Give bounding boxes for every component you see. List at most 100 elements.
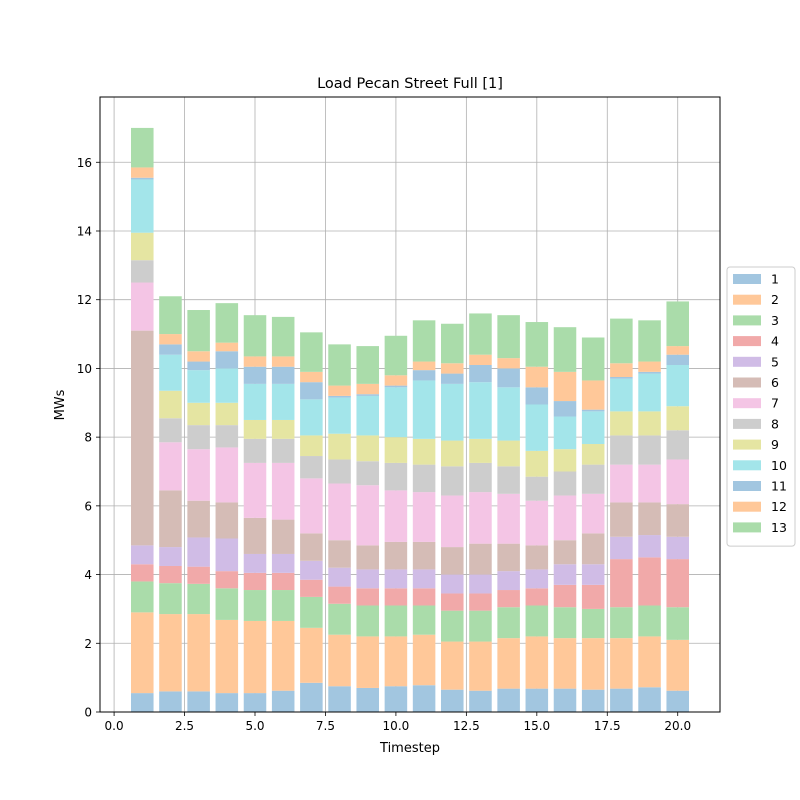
bar-series-5-t1 <box>131 545 154 565</box>
bar-series-13-t15 <box>525 322 549 367</box>
bar-series-9-t14 <box>497 440 520 467</box>
legend-label-5: 5 <box>771 354 779 369</box>
bar-series-7-t17 <box>581 493 605 534</box>
bar-series-11-t20 <box>666 354 689 365</box>
bar-series-6-t1 <box>131 330 154 546</box>
bar-series-11-t17 <box>581 409 605 412</box>
bar-series-2-t14 <box>497 638 520 689</box>
bar-series-5-t11 <box>412 569 436 589</box>
bar-series-5-t13 <box>469 574 492 594</box>
bar-series-4-t12 <box>441 593 464 611</box>
bar-series-4-t15 <box>525 588 549 606</box>
bar-series-1-t6 <box>271 690 295 712</box>
bar-series-12-t9 <box>356 383 379 395</box>
bar-stack-group <box>131 127 689 712</box>
bar-series-5-t19 <box>638 535 661 558</box>
bar-series-5-t3 <box>187 537 210 567</box>
bar-series-13-t11 <box>412 320 436 362</box>
bar-series-1-t4 <box>215 693 239 712</box>
bar-series-1-t7 <box>300 682 323 712</box>
bar-series-13-t6 <box>271 316 295 357</box>
bar-series-13-t12 <box>441 323 464 364</box>
bar-series-8-t7 <box>300 456 323 479</box>
y-axis-ticks: 0 2 4 6 8 10 12 14 16 <box>77 156 100 720</box>
bar-series-3-t9 <box>356 605 379 637</box>
bar-series-8-t20 <box>666 430 689 460</box>
y-tick-label: 8 <box>84 431 92 445</box>
bar-series-13-t10 <box>384 335 408 376</box>
bar-series-2-t17 <box>581 638 605 690</box>
bar-series-3-t12 <box>441 610 464 642</box>
bar-series-1-t13 <box>469 690 492 712</box>
bar-series-2-t8 <box>328 634 351 687</box>
bar-series-11-t7 <box>300 382 323 400</box>
bar-series-2-t18 <box>610 638 633 689</box>
bar-series-11-t6 <box>271 366 295 384</box>
y-tick-label: 2 <box>84 637 92 651</box>
bar-series-4-t19 <box>638 557 661 606</box>
bar-series-5-t8 <box>328 567 351 587</box>
bar-series-2-t19 <box>638 636 661 688</box>
bar-series-8-t11 <box>412 464 436 493</box>
bar-series-5-t16 <box>553 564 577 585</box>
bar-series-3-t10 <box>384 605 408 637</box>
bar-series-13-t4 <box>215 303 239 343</box>
bar-series-5-t5 <box>243 553 267 573</box>
bar-series-9-t11 <box>412 438 436 465</box>
bar-series-1-t8 <box>328 686 351 712</box>
bar-series-11-t2 <box>159 344 182 355</box>
bar-series-5-t2 <box>159 547 182 566</box>
bar-series-4-t16 <box>553 584 577 608</box>
y-tick-label: 4 <box>84 568 92 582</box>
x-tick-label: 10.0 <box>383 719 410 733</box>
y-axis-label: MWs <box>53 389 68 420</box>
bar-series-6-t17 <box>581 533 605 565</box>
bar-series-2-t3 <box>187 614 210 692</box>
legend-swatch-10 <box>733 460 761 471</box>
legend-swatch-13 <box>733 522 761 533</box>
bar-series-13-t16 <box>553 327 577 372</box>
bar-series-9-t6 <box>271 419 295 439</box>
legend-label-1: 1 <box>771 272 779 287</box>
bar-series-11-t9 <box>356 394 379 396</box>
bar-series-12-t11 <box>412 361 436 371</box>
legend-label-4: 4 <box>771 334 779 349</box>
bar-series-10-t11 <box>412 380 436 439</box>
x-tick-label: 12.5 <box>453 719 480 733</box>
bar-series-2-t9 <box>356 636 379 688</box>
bar-series-4-t5 <box>243 572 267 591</box>
bar-series-7-t5 <box>243 462 267 518</box>
bar-series-11-t12 <box>441 373 464 384</box>
bar-series-4-t6 <box>271 572 295 591</box>
bar-series-7-t20 <box>666 459 689 505</box>
bar-series-6-t20 <box>666 504 689 537</box>
x-axis-label: Timestep <box>379 741 440 756</box>
legend-label-6: 6 <box>771 375 779 390</box>
bar-series-5-t15 <box>525 569 549 589</box>
bar-series-10-t1 <box>131 179 154 233</box>
bar-series-3-t8 <box>328 603 351 635</box>
bar-series-11-t10 <box>384 385 408 388</box>
y-tick-label: 6 <box>84 499 92 513</box>
bar-series-7-t19 <box>638 464 661 503</box>
bar-series-10-t18 <box>610 378 633 412</box>
bar-series-4-t18 <box>610 559 633 608</box>
bar-series-2-t11 <box>412 634 436 686</box>
bar-series-4-t13 <box>469 593 492 611</box>
x-tick-label: 7.5 <box>316 719 335 733</box>
bar-series-9-t1 <box>131 232 154 261</box>
bar-series-12-t20 <box>666 346 689 355</box>
bar-series-12-t16 <box>553 371 577 402</box>
bar-series-10-t2 <box>159 354 182 391</box>
bar-series-8-t16 <box>553 471 577 496</box>
legend-label-10: 10 <box>771 458 787 473</box>
legend-swatch-7 <box>733 398 761 409</box>
bar-series-12-t18 <box>610 363 633 378</box>
bar-series-7-t18 <box>610 464 633 503</box>
bar-series-1-t2 <box>159 691 182 712</box>
bar-series-5-t9 <box>356 569 379 589</box>
bar-series-11-t18 <box>610 377 633 379</box>
bar-series-6-t3 <box>187 500 210 538</box>
bar-series-13-t17 <box>581 337 605 381</box>
legend-swatch-3 <box>733 315 761 326</box>
